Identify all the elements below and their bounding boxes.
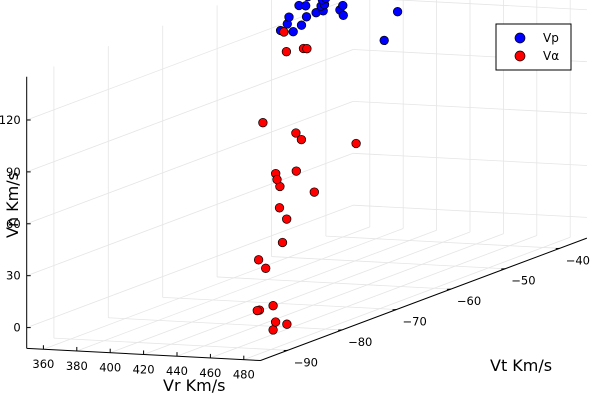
floor-grid-line <box>163 297 397 309</box>
side-wall-grid-line <box>27 101 353 223</box>
side-wall-grid-line <box>27 153 353 275</box>
data-point <box>339 11 348 20</box>
x-tick-label: 480 <box>233 368 255 382</box>
data-point <box>310 188 319 197</box>
data-point <box>271 318 280 327</box>
data-point <box>269 301 278 310</box>
z-tick-label: 120 <box>0 113 21 127</box>
y-tick-label: −90 <box>294 355 318 369</box>
data-point <box>254 255 263 264</box>
data-point <box>297 135 306 144</box>
x-tick-label: 420 <box>133 362 155 376</box>
data-point <box>282 47 291 56</box>
data-point <box>292 167 301 176</box>
data-point <box>303 44 312 53</box>
y-axis-line <box>261 238 587 360</box>
data-point <box>393 7 402 16</box>
data-point <box>304 0 313 1</box>
data-point <box>273 175 282 184</box>
x-tick-label: 360 <box>32 357 54 371</box>
data-point <box>278 238 287 247</box>
data-point <box>269 326 278 335</box>
legend-marker-va <box>515 51 525 61</box>
data-point <box>259 118 268 127</box>
x-axis-label: Vr Km/s <box>163 376 225 395</box>
data-point <box>253 306 262 315</box>
y-tick-label: −80 <box>348 335 372 349</box>
y-axis-label: Vt Km/s <box>490 356 552 375</box>
floor-grid-line <box>217 277 451 289</box>
x-tick-label: 400 <box>99 361 121 375</box>
data-point <box>301 2 310 11</box>
data-point <box>297 21 306 30</box>
data-point <box>282 215 291 224</box>
series-va <box>253 28 360 335</box>
floor-grid-line <box>54 338 288 350</box>
legend: Vp Vα <box>496 24 571 70</box>
y-tick-label: −50 <box>511 274 535 288</box>
y-tick-label: −70 <box>403 315 427 329</box>
floor-grid-line <box>326 236 560 248</box>
legend-marker-vp <box>515 33 525 43</box>
z-axis-label: Vn Km/s <box>3 172 22 238</box>
data-point <box>280 28 289 37</box>
floor-grid-line <box>272 257 506 269</box>
z-tick-label: 30 <box>6 269 21 283</box>
data-point <box>289 27 298 36</box>
series-vp <box>276 0 402 45</box>
data-point <box>275 204 284 213</box>
data-point <box>339 1 348 10</box>
legend-box <box>496 24 571 70</box>
side-wall-grid-line <box>27 205 353 327</box>
data-point <box>302 12 311 21</box>
side-wall-grid-line <box>27 49 353 171</box>
legend-label-vp: Vp <box>543 31 559 45</box>
y-tick-label: −40 <box>566 253 590 267</box>
x-tick-label: 380 <box>66 359 88 373</box>
data-point <box>285 13 294 22</box>
floor-grid-line <box>108 318 342 330</box>
y-tick-label: −60 <box>457 294 481 308</box>
data-point <box>283 320 292 329</box>
data-point <box>352 139 361 148</box>
data-point <box>261 264 270 273</box>
data-point <box>380 36 389 45</box>
legend-label-va: Vα <box>543 49 559 63</box>
z-tick-label: 0 <box>13 321 20 335</box>
data-points <box>253 0 402 334</box>
